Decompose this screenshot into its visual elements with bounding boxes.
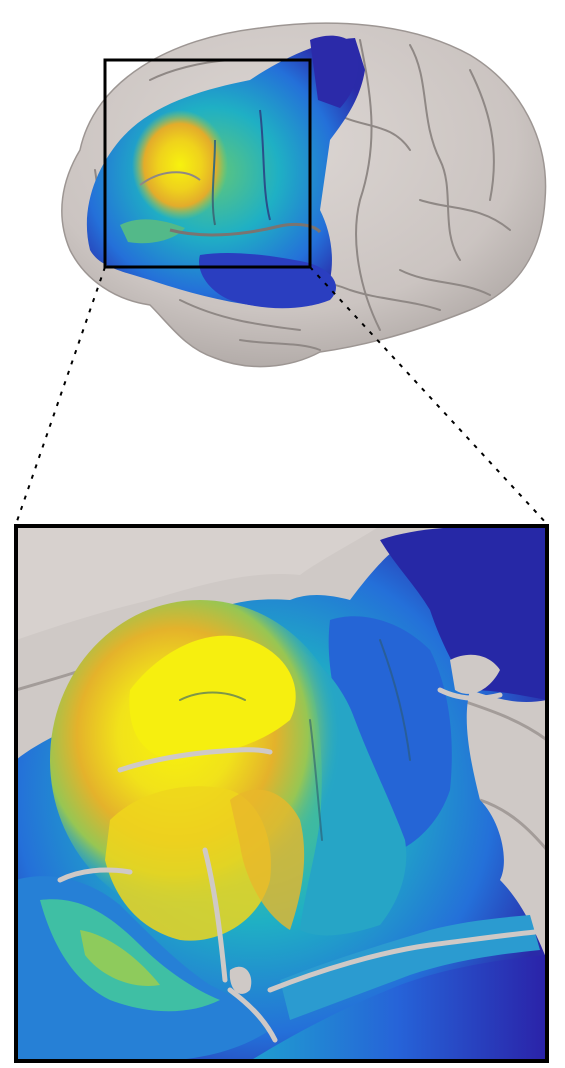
zoom-connector-lines: [15, 266, 548, 525]
magnified-activation-map: [14, 524, 549, 1063]
inset-frame: [103, 58, 312, 269]
brain-overview: [61, 22, 547, 368]
inset-border: [14, 524, 549, 1063]
inset-sulci: [57, 687, 538, 1043]
